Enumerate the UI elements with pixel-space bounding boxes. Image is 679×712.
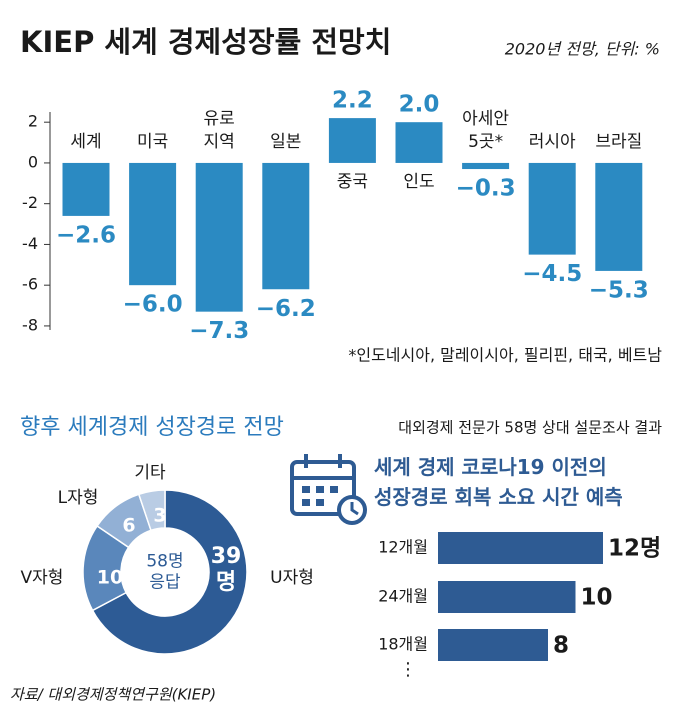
- value-label: 2.2: [332, 88, 373, 114]
- legend-label: 기타: [134, 463, 166, 483]
- value-label: 8: [553, 633, 569, 659]
- value-label: 39 명: [211, 544, 242, 595]
- legend-label: U자형: [270, 568, 314, 588]
- value-label: −6.2: [256, 296, 316, 322]
- chart-subtitle: 대외경제 전문가 58명 상대 설문조사 결과: [398, 419, 662, 437]
- calendar-cells: [302, 486, 338, 506]
- legend-label: V자형: [21, 568, 64, 588]
- source: 자료/ 대외경제정책연구원(KIEP): [10, 686, 216, 704]
- value-label: 6: [122, 515, 135, 537]
- x-tick-label: 브라질: [595, 132, 642, 152]
- chart-subtitle: 2020년 전망, 단위: %: [505, 40, 660, 59]
- y-tick-label: -8: [22, 315, 38, 334]
- bar: [195, 162, 243, 312]
- x-tick-label: 미국: [137, 132, 168, 152]
- footnote: *인도네시아, 말레이시아, 필리핀, 태국, 베트남: [348, 346, 662, 365]
- bar: [129, 162, 177, 286]
- bar: [438, 581, 576, 613]
- donut-segment: [91, 489, 248, 655]
- chart-title: 향후 세계경제 성장경로 전망: [20, 415, 284, 440]
- value-label: 10: [581, 585, 613, 611]
- chart-title: 세계 경제 코로나19 이전의 성장경로 회복 소요 시간 예측: [374, 455, 623, 509]
- value-label: −0.3: [456, 176, 516, 202]
- bar: [438, 532, 603, 564]
- x-tick-label: 중국: [337, 172, 368, 192]
- bar: [395, 122, 443, 163]
- bar: [528, 162, 576, 255]
- value-label: −6.0: [123, 292, 183, 318]
- y-tick-label: 18개월: [378, 635, 428, 654]
- bar: [62, 162, 110, 216]
- y-tick-label: 2: [28, 112, 38, 131]
- value-label: −7.3: [189, 318, 249, 344]
- center-label: 58명 응답: [146, 552, 183, 593]
- x-tick-label: 인도: [403, 172, 434, 192]
- bar: [595, 162, 643, 271]
- bar: [262, 162, 310, 290]
- y-tick-label: 0: [28, 152, 38, 171]
- y-tick-label: 12개월: [378, 538, 428, 557]
- value-label: 2.0: [399, 92, 440, 118]
- legend-label: L자형: [58, 488, 99, 508]
- calendar-icon: [290, 454, 367, 525]
- value-label: −4.5: [522, 261, 582, 287]
- bar: [438, 629, 548, 661]
- x-tick-label: 아세안 5곳*: [462, 109, 509, 152]
- value-label: 12명: [608, 536, 661, 562]
- x-tick-label: 일본: [270, 132, 301, 152]
- bar: [462, 162, 510, 170]
- y-tick-label: 24개월: [378, 587, 428, 606]
- x-tick-label: 유로 지역: [204, 109, 235, 152]
- donut-segment: [137, 489, 166, 532]
- continuation-mark: ⋮: [399, 659, 417, 680]
- value-label: −5.3: [589, 277, 649, 303]
- y-tick-label: -2: [22, 193, 38, 212]
- x-tick-label: 러시아: [529, 132, 576, 152]
- value-label: −2.6: [56, 222, 116, 248]
- value-label: 3: [153, 505, 166, 527]
- y-tick-label: -6: [22, 275, 38, 294]
- chart-title: KIEP 세계 경제성장률 전망치: [20, 25, 391, 59]
- y-tick-label: -4: [22, 234, 38, 253]
- value-label: 10: [97, 567, 123, 589]
- x-tick-label: 세계: [70, 132, 101, 152]
- bar: [328, 118, 376, 163]
